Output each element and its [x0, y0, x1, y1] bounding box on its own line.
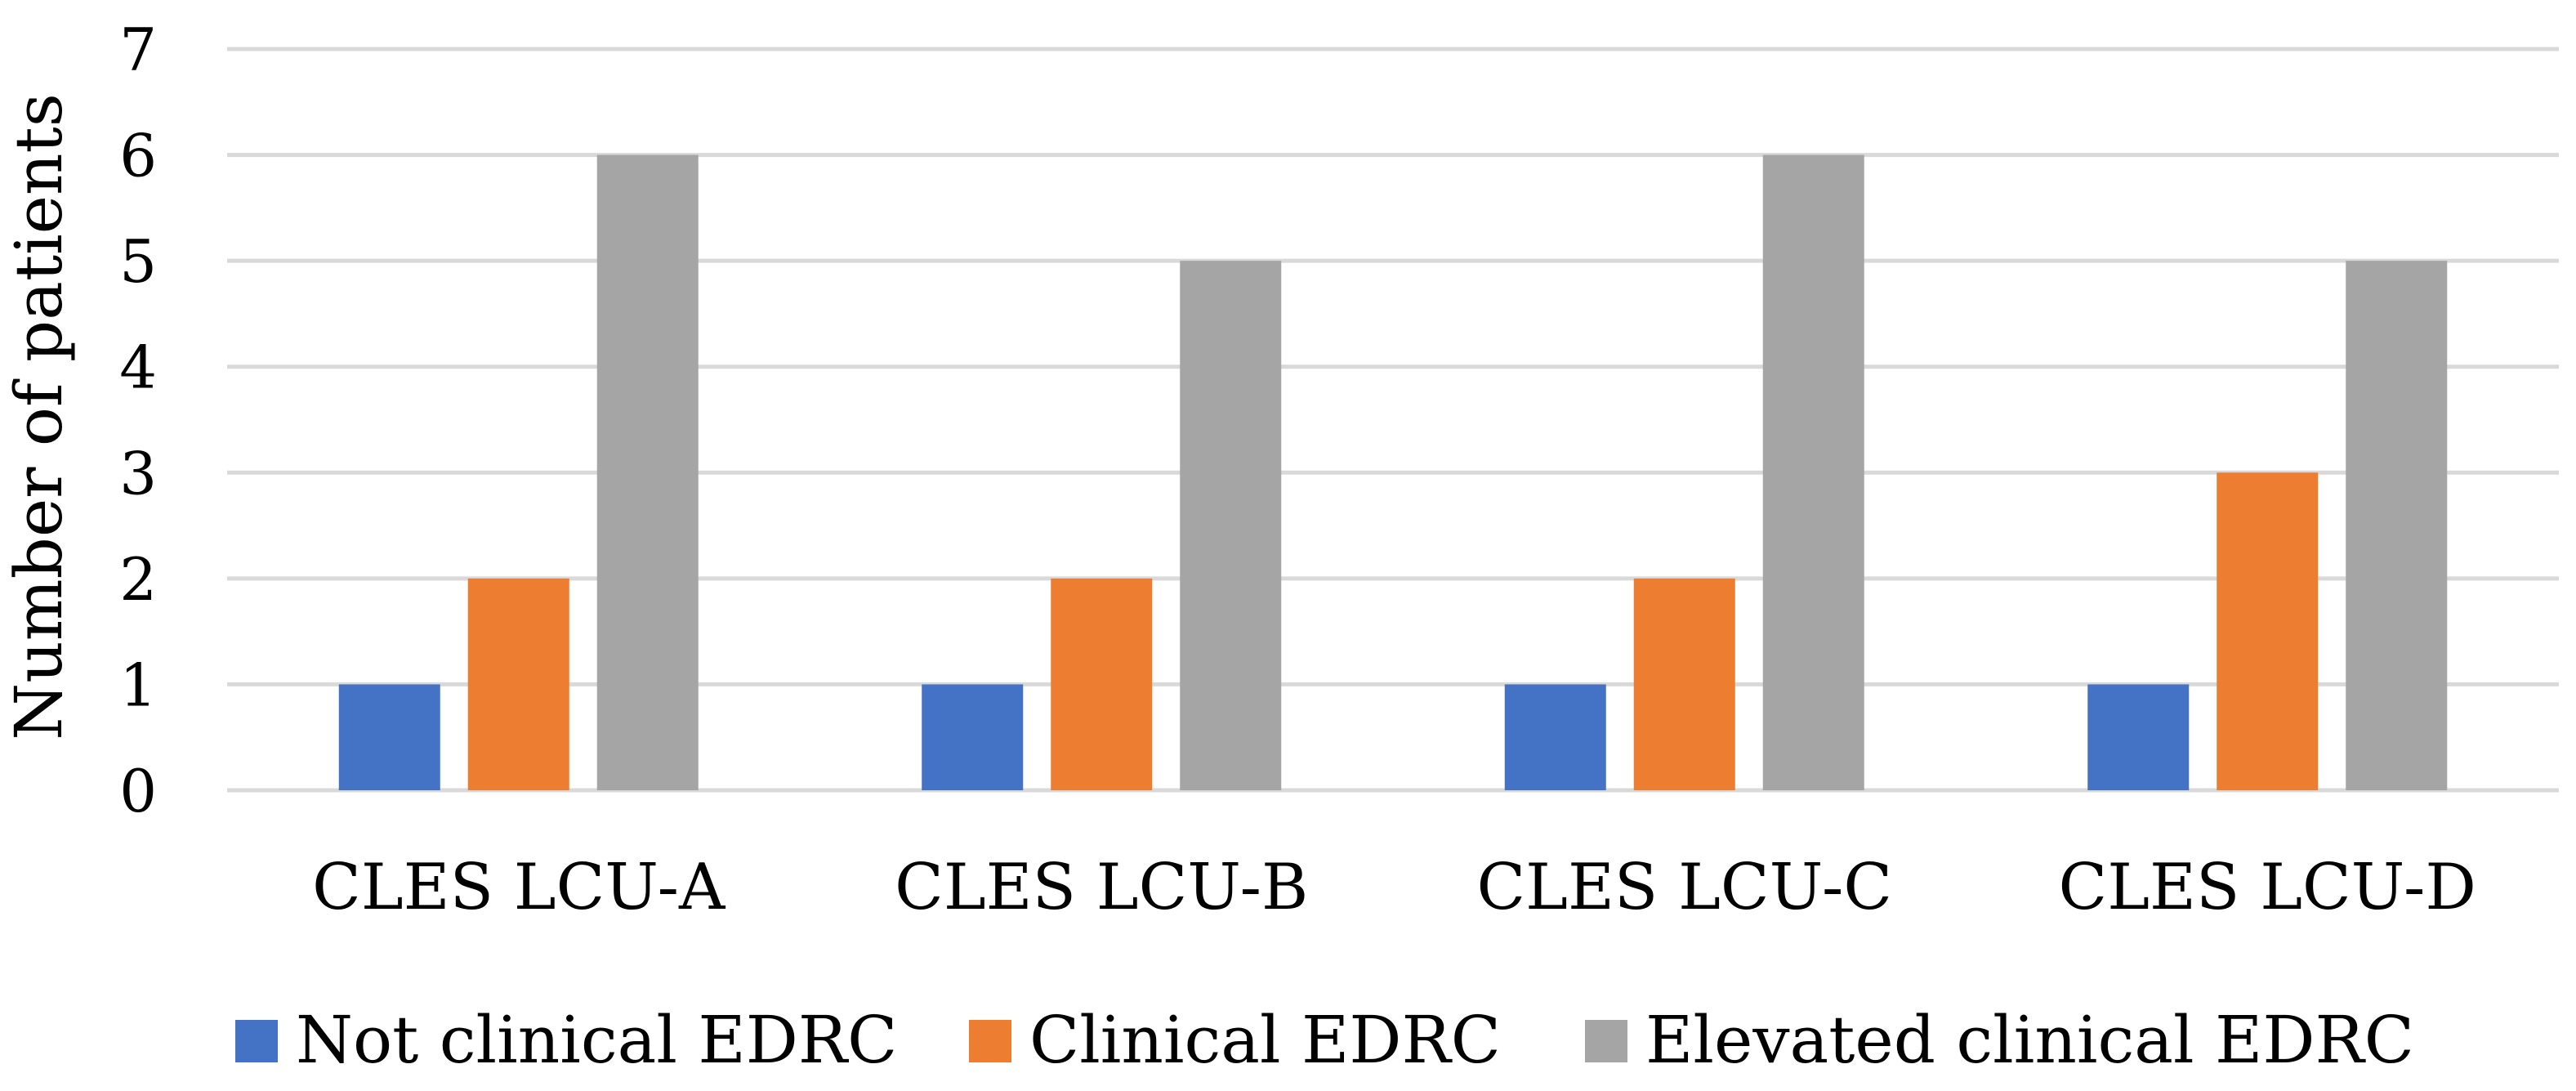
legend-swatch: [969, 1020, 1011, 1062]
x-tick-label: CLES LCU-D: [2059, 851, 2476, 924]
bar-clinical-edrc-cles-lcu-b: [1051, 578, 1153, 790]
legend-label: Clinical EDRC: [1029, 1002, 1501, 1078]
bar-clinical-edrc-cles-lcu-a: [467, 578, 569, 790]
bar-clinical-edrc-cles-lcu-d: [2217, 472, 2319, 790]
bar-elevated-clinical-edrc-cles-lcu-c: [1762, 154, 1864, 791]
legend-label: Not clinical EDRC: [296, 1002, 897, 1078]
bar-elevated-clinical-edrc-cles-lcu-b: [1180, 261, 1282, 791]
y-tick-label: 3: [119, 439, 157, 507]
y-tick-label: 2: [119, 545, 157, 614]
y-tick-label: 7: [119, 16, 157, 84]
bar-not-clinical-edrc-cles-lcu-c: [1504, 684, 1606, 790]
bar-not-clinical-edrc-cles-lcu-d: [2087, 684, 2190, 790]
legend: Not clinical EDRC Clinical EDRC Elevated c…: [235, 1002, 2414, 1078]
gridlines: [227, 47, 2559, 793]
y-tick-label: 0: [119, 757, 157, 825]
y-tick-label: 5: [119, 227, 157, 296]
category-labels: CLES LCU-A CLES LCU-B CLES LCU-C CLES LCU-D: [312, 851, 2476, 924]
bar-elevated-clinical-edrc-cles-lcu-d: [2346, 261, 2448, 791]
x-tick-label: CLES LCU-C: [1476, 851, 1892, 924]
bar-clinical-edrc-cles-lcu-c: [1633, 578, 1735, 790]
legend-label: Elevated clinical EDRC: [1645, 1002, 2414, 1078]
legend-swatch: [1585, 1020, 1627, 1062]
x-tick-label: CLES LCU-B: [895, 851, 1308, 924]
y-tick-label: 6: [119, 122, 157, 190]
y-tick-label: 4: [119, 333, 157, 402]
y-tick-labels: 0 1 2 3 4 5 6 7: [119, 16, 157, 825]
y-axis-title: Number of patients: [1, 93, 77, 740]
bars: [338, 154, 2448, 791]
bar-elevated-clinical-edrc-cles-lcu-a: [596, 154, 699, 791]
legend-swatch: [235, 1020, 278, 1062]
bar-not-clinical-edrc-cles-lcu-b: [922, 684, 1024, 790]
bar-not-clinical-edrc-cles-lcu-a: [338, 684, 440, 790]
x-tick-label: CLES LCU-A: [312, 851, 726, 924]
y-tick-label: 1: [119, 651, 157, 719]
